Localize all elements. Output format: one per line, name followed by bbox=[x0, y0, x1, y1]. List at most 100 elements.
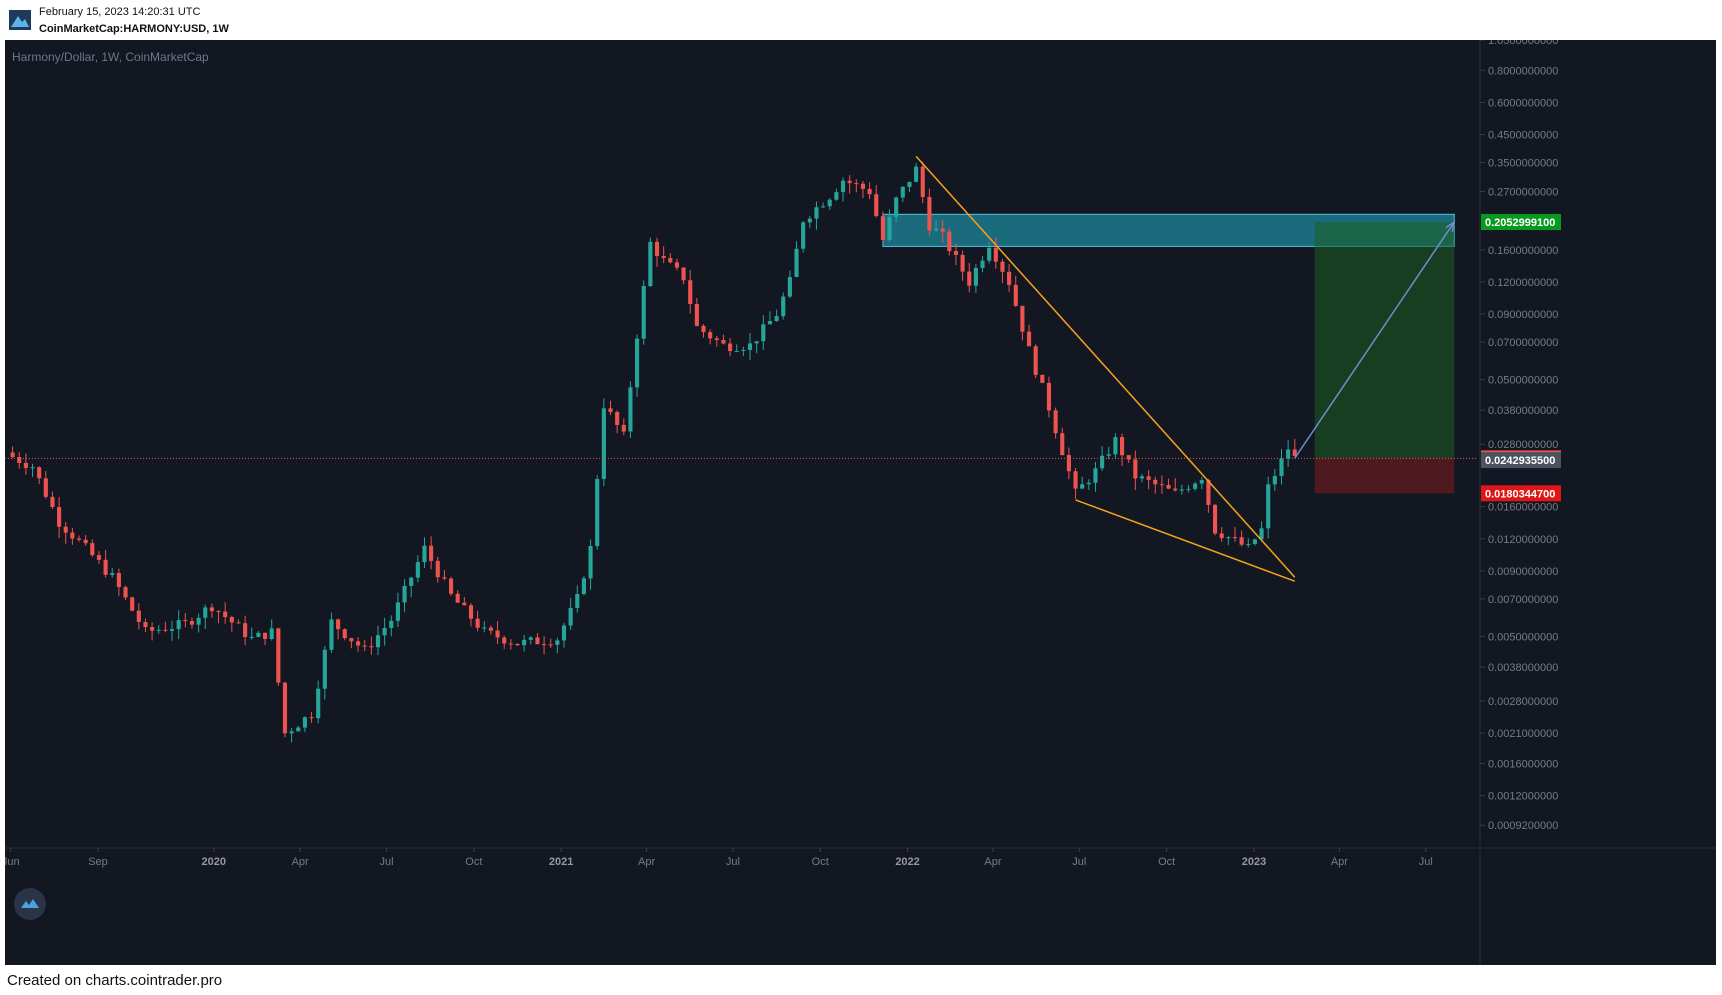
candle-body bbox=[761, 324, 766, 342]
candle-body bbox=[10, 452, 15, 457]
candle-body bbox=[143, 622, 148, 628]
y-tick-label: 0.0016000000 bbox=[1488, 758, 1558, 770]
candle-body bbox=[369, 646, 374, 648]
x-tick-label: 2021 bbox=[549, 856, 573, 868]
price-tag bbox=[1481, 452, 1561, 469]
candle-body bbox=[57, 507, 62, 527]
candle-body bbox=[522, 639, 527, 646]
candle-body bbox=[1166, 485, 1171, 489]
candle-body bbox=[76, 538, 82, 540]
candle-body bbox=[209, 607, 214, 612]
candle-body bbox=[987, 247, 992, 261]
candle-body bbox=[661, 256, 666, 259]
candle-body bbox=[1119, 437, 1125, 456]
candle-body bbox=[282, 682, 288, 734]
lower-trendline[interactable] bbox=[1075, 499, 1296, 582]
candle-body bbox=[714, 338, 719, 340]
candle-body bbox=[595, 478, 600, 546]
candle-body bbox=[1286, 449, 1291, 459]
candle-body bbox=[316, 688, 321, 719]
header-symbol: CoinMarketCap:HARMONY:USD, 1W bbox=[39, 23, 229, 35]
candle-body bbox=[1179, 489, 1184, 491]
candle-body bbox=[1219, 533, 1224, 539]
candle-body bbox=[575, 594, 580, 608]
candle-body bbox=[429, 545, 434, 561]
y-tick-label: 0.0038000000 bbox=[1488, 662, 1558, 674]
candle-body bbox=[1226, 537, 1231, 539]
candle-body bbox=[555, 640, 560, 645]
candle-body bbox=[807, 218, 812, 223]
candle-body bbox=[169, 629, 175, 631]
candle-body bbox=[103, 559, 108, 575]
y-tick-label: 0.0380000000 bbox=[1488, 405, 1558, 417]
cointrader-logo-icon bbox=[9, 10, 31, 30]
chart-panel[interactable] bbox=[5, 40, 1716, 965]
x-tick-label: 2020 bbox=[202, 856, 226, 868]
candle-body bbox=[243, 623, 248, 638]
price-tag bbox=[1481, 214, 1561, 231]
candle-body bbox=[1159, 484, 1164, 486]
y-tick-label: 0.2700000000 bbox=[1488, 186, 1558, 198]
candle-body bbox=[17, 456, 22, 463]
tradingview-badge[interactable] bbox=[14, 888, 46, 920]
candle-body bbox=[747, 343, 753, 350]
candle-body bbox=[980, 260, 985, 268]
candle-body bbox=[276, 628, 281, 683]
candle-body bbox=[960, 254, 965, 272]
candle-body bbox=[821, 206, 826, 208]
price-tag bbox=[1481, 485, 1561, 502]
x-tick-label: Apr bbox=[638, 856, 655, 868]
candle-body bbox=[1139, 476, 1145, 479]
candle-body bbox=[156, 629, 161, 631]
candle-body bbox=[1033, 346, 1038, 375]
candle-body bbox=[409, 577, 414, 586]
candle-body bbox=[1146, 476, 1151, 480]
candle-body bbox=[256, 632, 261, 637]
candle-body bbox=[787, 277, 792, 297]
candle-body bbox=[1093, 468, 1098, 483]
candle-body bbox=[914, 166, 919, 182]
candle-body bbox=[183, 620, 188, 622]
candle-body bbox=[63, 526, 68, 533]
candle-body bbox=[1193, 483, 1198, 489]
candle-body bbox=[482, 627, 487, 629]
candle-body bbox=[874, 194, 879, 217]
candle-body bbox=[30, 467, 35, 469]
y-tick-label: 0.0028000000 bbox=[1488, 696, 1558, 708]
candle-body bbox=[1126, 455, 1131, 460]
candle-body bbox=[1066, 455, 1071, 472]
candle-body bbox=[880, 216, 885, 240]
y-tick-label: 0.1600000000 bbox=[1488, 245, 1558, 257]
price-chart[interactable]: 1.0500000000 0.8000000000 0.6000000000 0.45… bbox=[5, 40, 1716, 965]
candle-body bbox=[887, 216, 892, 240]
projection-arrow[interactable] bbox=[1294, 221, 1455, 459]
candle-body bbox=[236, 622, 241, 624]
candle-body bbox=[150, 627, 155, 631]
candle-body bbox=[442, 577, 447, 579]
x-tick-label: Apr bbox=[1331, 856, 1348, 868]
candle-body bbox=[827, 199, 832, 207]
candle-body bbox=[741, 349, 746, 351]
candle-body bbox=[249, 636, 254, 638]
candle-body bbox=[548, 644, 553, 646]
y-tick-label: 0.0160000000 bbox=[1488, 502, 1558, 514]
candle-body bbox=[867, 188, 872, 195]
candle-body bbox=[668, 258, 673, 263]
candle-body bbox=[502, 637, 507, 644]
candle-body bbox=[1133, 459, 1138, 479]
candle-body bbox=[96, 555, 102, 560]
candle-body bbox=[402, 585, 407, 603]
y-tick-label: 0.6000000000 bbox=[1488, 97, 1558, 109]
candle-body bbox=[296, 727, 301, 732]
descending-trendline[interactable] bbox=[915, 155, 1296, 578]
candle-body bbox=[23, 462, 28, 468]
candle-body bbox=[1239, 537, 1244, 545]
candle-body bbox=[495, 630, 500, 638]
x-tick-label: Jun bbox=[5, 856, 20, 868]
y-tick-label: 0.0050000000 bbox=[1488, 631, 1558, 643]
price-tag-label: 0.0180344700 bbox=[1485, 488, 1555, 500]
candle-body bbox=[967, 271, 972, 286]
candle-body bbox=[542, 644, 547, 646]
candle-body bbox=[847, 180, 852, 184]
candle-body bbox=[1292, 449, 1297, 457]
